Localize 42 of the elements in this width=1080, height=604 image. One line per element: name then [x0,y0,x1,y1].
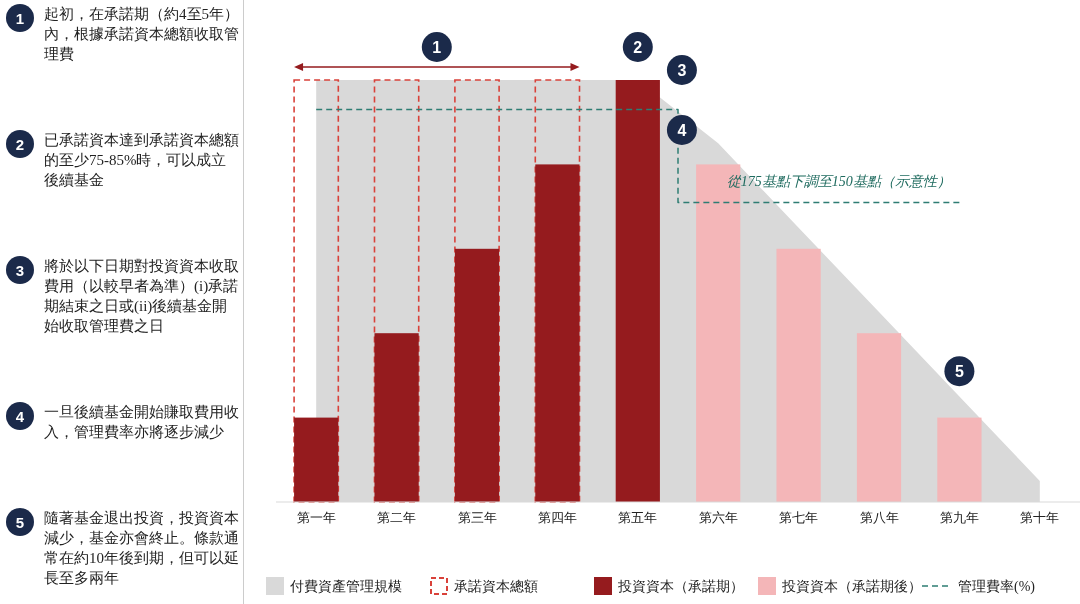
legend-label: 投資資本（承諾期） [617,579,744,594]
bar [696,164,741,502]
text: 3 [677,61,687,79]
x-tick-label: 第六年 [698,510,738,525]
legend-label: 付費資產管理規模 [289,579,402,594]
text: 1 [432,38,442,56]
x-tick-label: 第八年 [859,510,899,525]
bar [293,79,340,503]
x-tick-label: 第五年 [618,510,658,525]
bar [294,417,339,502]
annotation: 4 [677,121,687,139]
x-tick-label: 第十年 [1020,510,1060,525]
category-label: 2 [6,130,34,158]
text: 起初，在承諾期（約4至5年）內，根據承諾資本總額收取管理費 [44,5,240,64]
legend-label: 管理費率(%) [958,579,1036,595]
bar [776,248,821,502]
legend-label: 投資資本（承諾期後） [781,579,922,594]
x-tick-label: 第四年 [537,510,577,525]
text: 2 [633,38,643,56]
bar [454,79,500,503]
annotation: 從175基點下調至150基點（示意性） [726,174,951,190]
annotation: 5 [954,362,964,380]
bar [937,417,982,502]
category-label: 3 [6,256,34,284]
category-label: 5 [6,508,34,536]
category-label: 1 [6,4,34,32]
x-tick-label: 第七年 [779,510,819,525]
x-tick-label: 第二年 [377,510,417,525]
legend-label: 承諾資本總額 [454,579,538,594]
category-label: 4 [6,402,34,430]
text: 將於以下日期對投資資本收取費用（以較早者為準）(i)承諾期結束之日或(ii)後續基金開始收取管理費之日 [44,257,240,336]
bar [535,164,580,502]
x-tick-label: 第三年 [457,510,497,525]
bar [856,333,902,502]
bar [615,80,660,502]
bar [454,248,500,502]
x-tick-label: 第一年 [296,510,336,525]
text: 已承諾資本達到承諾資本總額的至少75-85%時，可以成立後續基金 [44,131,240,190]
bar [374,333,419,502]
text: 一旦後續基金開始賺取費用收入，管理費率亦將逐步減少 [44,403,240,442]
x-tick-label: 第九年 [939,510,979,525]
text: 隨著基金退出投資，投資資本減少，基金亦會終止。條款通常在約10年後到期，但可以延長至多兩年 [44,509,240,588]
